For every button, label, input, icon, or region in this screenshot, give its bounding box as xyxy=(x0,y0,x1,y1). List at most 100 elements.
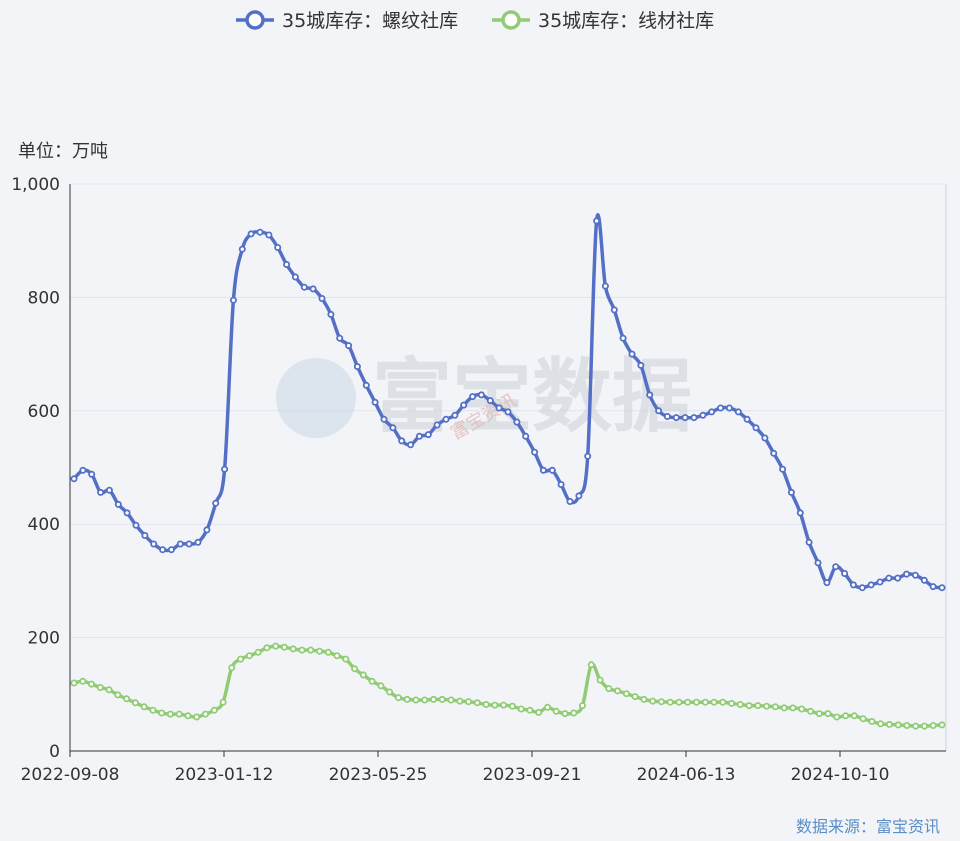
data-point xyxy=(114,691,122,699)
data-point xyxy=(473,699,481,707)
data-point xyxy=(407,441,415,449)
series-2 xyxy=(70,642,946,730)
data-point xyxy=(885,574,893,582)
series-1 xyxy=(70,213,946,592)
data-point xyxy=(456,697,464,705)
data-point xyxy=(513,418,521,426)
data-point xyxy=(544,703,552,711)
data-point xyxy=(141,532,149,540)
y-tick-label: 600 xyxy=(28,402,60,422)
data-point xyxy=(798,705,806,713)
data-point xyxy=(637,361,645,369)
data-point xyxy=(272,642,280,650)
data-point xyxy=(359,671,367,679)
data-point xyxy=(938,721,946,729)
data-point xyxy=(929,722,937,730)
data-point xyxy=(763,702,771,710)
series-layer xyxy=(70,213,946,730)
data-point xyxy=(734,408,742,416)
data-point xyxy=(105,486,113,494)
x-tick-label: 2024-06-13 xyxy=(637,765,736,785)
data-point xyxy=(412,696,420,704)
data-point xyxy=(469,393,477,401)
data-point xyxy=(938,584,946,592)
data-point xyxy=(433,421,441,429)
data-point xyxy=(140,703,148,711)
data-point xyxy=(79,466,87,474)
data-point xyxy=(736,701,744,709)
data-point xyxy=(805,538,813,546)
data-point xyxy=(394,694,402,702)
data-point xyxy=(504,408,512,416)
data-point xyxy=(247,230,255,238)
data-point xyxy=(717,404,725,412)
data-point xyxy=(460,401,468,409)
legend[interactable]: 35城库存：螺纹社库 35城库存：线材社库 xyxy=(236,10,714,32)
data-point xyxy=(690,414,698,422)
data-point xyxy=(584,452,592,460)
data-point xyxy=(184,712,192,720)
data-point xyxy=(614,687,622,695)
data-point xyxy=(447,696,455,704)
data-point xyxy=(605,685,613,693)
data-point xyxy=(619,334,627,342)
data-point xyxy=(491,701,499,709)
data-point xyxy=(557,480,565,488)
data-point xyxy=(159,546,167,554)
data-point xyxy=(903,570,911,578)
legend-item[interactable]: 35城库存：螺纹社库 xyxy=(236,10,458,32)
data-point xyxy=(131,699,139,707)
data-point xyxy=(877,720,885,728)
data-point xyxy=(315,647,323,655)
data-point xyxy=(920,576,928,584)
data-point xyxy=(245,652,253,660)
data-point xyxy=(701,698,709,706)
data-point xyxy=(421,696,429,704)
data-point xyxy=(787,488,795,496)
data-point xyxy=(351,665,359,673)
data-point xyxy=(210,706,218,714)
data-point xyxy=(868,718,876,726)
legend-item[interactable]: 35城库存：线材社库 xyxy=(492,10,714,32)
data-point xyxy=(477,391,485,399)
data-point xyxy=(601,282,609,290)
data-point xyxy=(566,497,574,505)
data-point xyxy=(517,705,525,713)
data-point xyxy=(508,702,516,710)
data-point xyxy=(789,704,797,712)
series-line xyxy=(72,213,943,590)
data-point xyxy=(535,708,543,716)
data-point xyxy=(265,231,273,239)
data-point xyxy=(298,646,306,654)
legend-label: 35城库存：螺纹社库 xyxy=(282,10,458,32)
x-tick-label: 2023-05-25 xyxy=(329,765,428,785)
data-point xyxy=(167,546,175,554)
data-point xyxy=(97,488,105,496)
data-point xyxy=(368,677,376,685)
data-point xyxy=(640,695,648,703)
data-point xyxy=(526,706,534,714)
unit-label: 单位：万吨 xyxy=(18,141,108,162)
data-point xyxy=(876,578,884,586)
series-line xyxy=(73,644,943,728)
data-point xyxy=(309,285,317,293)
data-point xyxy=(593,217,601,225)
data-point xyxy=(911,571,919,579)
data-point xyxy=(219,698,227,706)
data-point xyxy=(693,698,701,706)
data-point xyxy=(500,701,508,709)
data-point xyxy=(849,581,857,589)
data-point xyxy=(442,415,450,423)
x-tick-label: 2024-10-10 xyxy=(791,765,890,785)
data-point xyxy=(699,411,707,419)
data-point xyxy=(149,706,157,714)
data-point xyxy=(263,644,271,652)
data-point xyxy=(88,680,96,688)
data-point xyxy=(429,695,437,703)
data-point xyxy=(675,698,683,706)
data-point xyxy=(728,699,736,707)
data-point xyxy=(841,570,849,578)
data-point xyxy=(587,661,595,669)
data-point xyxy=(610,306,618,314)
